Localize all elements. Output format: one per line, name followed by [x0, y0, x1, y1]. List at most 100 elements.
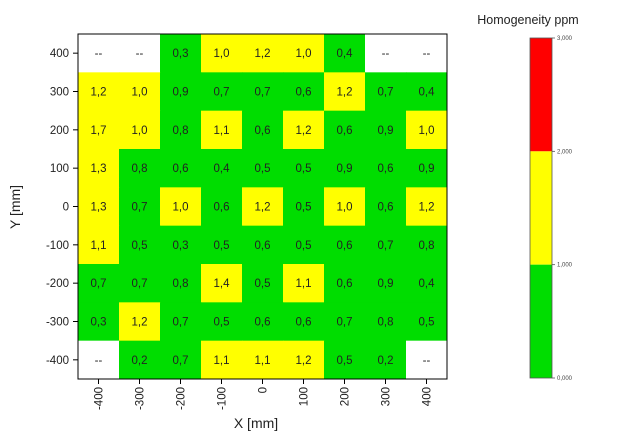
cell-value-label: 0,8 — [173, 125, 189, 137]
legend-title: Homogeneity ppm — [477, 13, 578, 27]
cell-value-label: 0,6 — [255, 316, 271, 328]
heatmap-cell — [406, 72, 448, 112]
heatmap-cell — [242, 340, 284, 380]
x-tick-label: 100 — [299, 387, 311, 406]
cell-value-label: 0,4 — [214, 163, 231, 175]
cell-value-label: 1,7 — [91, 125, 107, 137]
x-tick-label: 200 — [340, 387, 352, 406]
heatmap-cell — [201, 34, 243, 73]
cell-value-label: 0,5 — [296, 201, 312, 213]
cell-value-label: 1,0 — [337, 201, 353, 213]
cell-value-label: 0,9 — [378, 125, 394, 137]
cell-value-label: 0,7 — [255, 86, 271, 98]
x-tick-label: -100 — [217, 387, 229, 410]
heatmap-cell — [160, 110, 202, 150]
heatmap-cell — [283, 340, 325, 380]
cell-value-label: 0,3 — [173, 240, 189, 252]
cell-value-label: 1,0 — [173, 201, 189, 213]
cell-value-label: 0,5 — [214, 240, 230, 252]
heatmap-cell — [283, 110, 325, 150]
heatmap-cell — [242, 72, 284, 112]
cell-value-label: 0,4 — [337, 48, 354, 60]
x-tick-label: -400 — [94, 387, 106, 410]
cell-value-label: 0,7 — [378, 86, 394, 98]
heatmap-cell — [119, 340, 161, 380]
x-tick-label: -200 — [176, 387, 188, 410]
heatmap-cell — [324, 302, 366, 342]
heatmap-cell — [119, 72, 161, 112]
heatmap-cell — [406, 110, 448, 150]
cell-value-label: 0,6 — [173, 163, 189, 175]
cell-value-label: 1,1 — [214, 125, 230, 137]
heatmap-cell — [283, 34, 325, 73]
y-tick-label: -400 — [46, 355, 69, 367]
cell-value-label: 0,6 — [255, 240, 271, 252]
heatmap-cell — [365, 302, 407, 342]
heatmap-cell — [160, 72, 202, 112]
y-tick-label: -200 — [46, 278, 69, 290]
cell-value-label: 1,0 — [419, 125, 435, 137]
heatmap-cell — [283, 302, 325, 342]
cell-value-label: -- — [423, 48, 431, 60]
cell-value-label: -- — [423, 355, 431, 367]
heatmap-cell — [119, 263, 161, 303]
cell-value-label: -- — [382, 48, 390, 60]
heatmap-cell — [324, 263, 366, 303]
heatmap-cell — [406, 34, 448, 73]
cell-value-label: 1,2 — [296, 125, 312, 137]
cell-value-label: 1,2 — [337, 86, 353, 98]
heatmap-cell — [406, 225, 448, 265]
cell-value-label: 1,2 — [132, 316, 148, 328]
heatmap-cell — [324, 110, 366, 150]
heatmap-cell — [365, 187, 407, 227]
cell-value-label: 0,6 — [337, 125, 353, 137]
legend-color-band — [530, 264, 552, 378]
cell-value-label: 0,7 — [91, 278, 107, 290]
cell-value-label: 0,4 — [419, 278, 436, 290]
heatmap-cell — [78, 340, 120, 380]
cell-value-label: 0,9 — [337, 163, 353, 175]
y-tick-label: -300 — [46, 316, 69, 328]
cell-value-label: 0,5 — [214, 316, 230, 328]
y-tick-label: 400 — [50, 48, 69, 60]
cell-value-label: 0,6 — [296, 316, 312, 328]
cell-value-label: 1,3 — [91, 163, 107, 175]
heatmap-cell — [283, 148, 325, 188]
heatmap-cell — [201, 72, 243, 112]
heatmap-cell — [324, 72, 366, 112]
heatmap-cell — [283, 72, 325, 112]
cell-value-label: 0,5 — [255, 163, 271, 175]
heatmap-cell — [201, 263, 243, 303]
y-tick-label: 200 — [50, 125, 69, 137]
x-tick-label: 300 — [381, 387, 393, 406]
heatmap-cell — [406, 263, 448, 303]
legend-tick-label: 2,000 — [557, 149, 573, 155]
heatmap-cell — [242, 187, 284, 227]
heatmap-cell — [160, 340, 202, 380]
heatmap-cell — [324, 225, 366, 265]
heatmap-cell — [119, 187, 161, 227]
x-tick-label: 0 — [258, 387, 270, 393]
cell-value-label: -- — [95, 355, 103, 367]
heatmap-cell — [160, 263, 202, 303]
y-axis-title: Y [mm] — [7, 185, 23, 229]
heatmap-grid: -- -- 0,3 1,0 1,2 1,0 0,4 -- -- 1,2 1,0 0,9 0,7 0,7 0,… — [78, 34, 448, 380]
heatmap-cell — [201, 340, 243, 380]
cell-value-label: 0,5 — [296, 240, 312, 252]
cell-value-label: 0,7 — [173, 355, 189, 367]
heatmap-cell — [119, 302, 161, 342]
cell-value-label: 0,6 — [337, 240, 353, 252]
cell-value-label: 1,0 — [214, 48, 230, 60]
heatmap-cell — [78, 187, 120, 227]
heatmap-cell — [78, 263, 120, 303]
cell-value-label: 1,0 — [132, 125, 148, 137]
cell-value-label: 0,7 — [214, 86, 230, 98]
cell-value-label: -- — [95, 48, 103, 60]
cell-value-label: 0,9 — [378, 278, 394, 290]
cell-value-label: 0,5 — [255, 278, 271, 290]
heatmap-cell — [283, 187, 325, 227]
heatmap-cell — [201, 148, 243, 188]
cell-value-label: 1,1 — [296, 278, 312, 290]
heatmap-cell — [242, 225, 284, 265]
